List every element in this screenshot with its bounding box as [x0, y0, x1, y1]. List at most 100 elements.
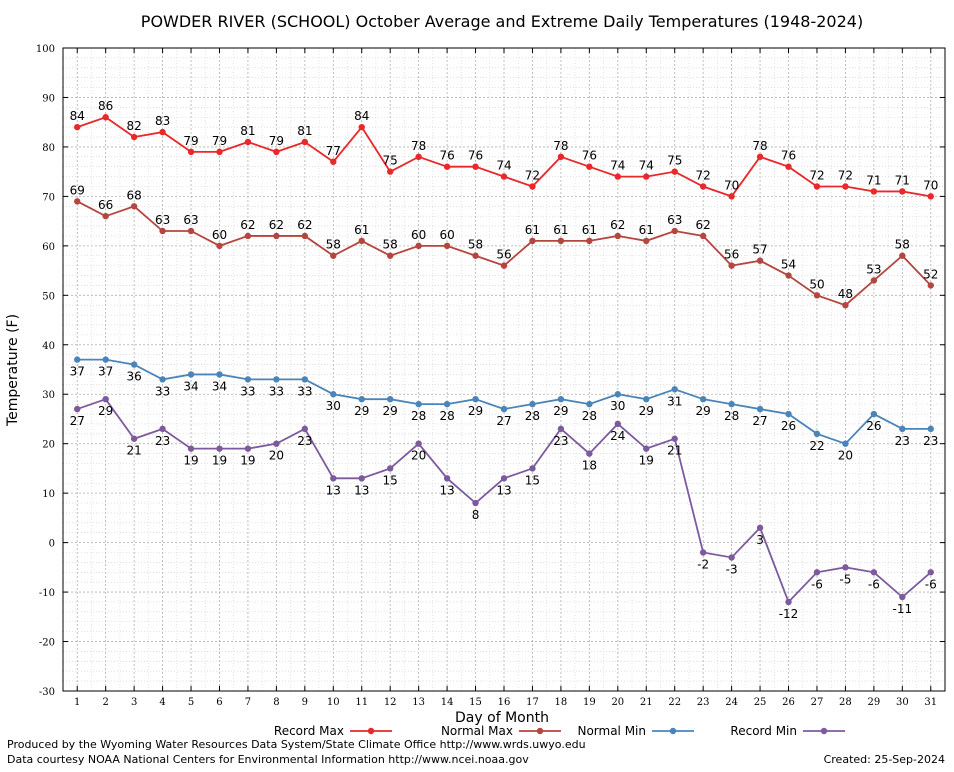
data-label: 62 [610, 218, 625, 232]
data-point [557, 237, 565, 245]
data-point [870, 188, 878, 195]
data-label: 23 [297, 434, 312, 448]
data-label: 63 [183, 213, 198, 227]
data-point [216, 371, 223, 378]
data-point [472, 395, 479, 403]
data-point [102, 356, 109, 363]
data-label: -6 [925, 577, 937, 591]
data-label: -6 [811, 577, 823, 591]
legend-item: Normal Min [577, 724, 694, 738]
data-point [443, 242, 451, 250]
data-label: 31 [667, 394, 682, 408]
data-point [74, 198, 81, 205]
data-label: 33 [297, 384, 312, 398]
y-tick-label: 0 [49, 539, 55, 550]
data-point [728, 193, 735, 200]
data-label: 8 [472, 508, 480, 522]
data-label: 71 [866, 173, 881, 187]
legend-item: Normal Max [441, 724, 561, 738]
data-label: 33 [269, 384, 284, 398]
data-point [643, 173, 650, 180]
data-point [813, 569, 821, 576]
y-tick-label: 10 [42, 489, 55, 500]
series-record-min: 27 29 21 23 19 19 19 20 23 13 13 15 20 13 8 13 15 23 18 24 1… [70, 395, 937, 621]
data-point [443, 400, 451, 408]
data-point [244, 138, 252, 146]
data-point [756, 153, 764, 161]
data-label: 48 [838, 287, 853, 301]
data-label: 82 [126, 119, 141, 133]
data-point [472, 163, 479, 170]
data-label: 84 [354, 109, 369, 123]
data-label: 63 [667, 213, 682, 227]
data-point [187, 227, 195, 235]
data-label: 34 [183, 379, 198, 393]
data-label: 60 [212, 228, 227, 242]
data-point [870, 410, 878, 418]
data-point [842, 440, 849, 447]
data-point [813, 292, 821, 299]
data-point [614, 232, 622, 240]
x-tick-label: 8 [273, 697, 279, 708]
data-point [756, 524, 764, 531]
data-label: 62 [240, 218, 255, 232]
data-point [386, 395, 394, 403]
x-tick-label: 10 [327, 697, 340, 708]
data-label: 24 [610, 429, 625, 443]
data-point [216, 148, 223, 156]
legend-label: Normal Max [441, 724, 513, 738]
y-tick-label: 40 [42, 341, 55, 352]
data-point [244, 445, 252, 452]
x-tick-label: 5 [188, 697, 194, 708]
data-label: 26 [866, 419, 881, 433]
data-label: 20 [411, 449, 426, 463]
data-label: 27 [496, 414, 511, 428]
data-point [785, 598, 792, 606]
x-tick-label: 26 [782, 697, 795, 708]
y-tick-label: 50 [42, 291, 55, 302]
data-label: 13 [496, 483, 511, 497]
legend-item: Record Max [274, 724, 392, 738]
data-point [301, 138, 309, 146]
data-label: 21 [126, 444, 141, 458]
data-point [557, 153, 565, 161]
data-point [472, 499, 479, 507]
legend-label: Record Max [274, 724, 344, 738]
data-label: 71 [895, 173, 910, 187]
grid [63, 47, 945, 692]
y-tick-label: -10 [39, 588, 55, 599]
data-point [358, 123, 365, 131]
data-label: 78 [553, 139, 568, 153]
data-point [586, 163, 593, 170]
data-label: 60 [439, 228, 454, 242]
data-label: 29 [696, 404, 711, 418]
y-tick-label: 20 [42, 440, 55, 451]
data-label: 53 [866, 262, 881, 276]
x-tick-label: 9 [302, 697, 308, 708]
x-tick-label: 11 [355, 697, 368, 708]
data-point [842, 564, 849, 571]
y-tick-label: 30 [42, 390, 55, 401]
data-label: 70 [923, 178, 938, 192]
data-point [728, 262, 735, 269]
data-point [813, 430, 821, 437]
data-point [842, 183, 849, 190]
data-label: 37 [98, 365, 113, 379]
data-label: 62 [269, 218, 284, 232]
data-label: -6 [868, 577, 880, 591]
data-label: 70 [724, 178, 739, 192]
data-label: 58 [895, 238, 910, 252]
data-point [870, 277, 878, 284]
data-label: 29 [639, 404, 654, 418]
data-point [130, 133, 138, 141]
data-label: 15 [525, 473, 540, 487]
data-label: 28 [724, 409, 739, 423]
data-point [927, 282, 934, 289]
x-tick-label: 2 [102, 697, 108, 708]
data-label: 23 [155, 434, 170, 448]
data-point [813, 183, 821, 190]
data-label: 52 [923, 267, 938, 281]
data-label: 20 [838, 449, 853, 463]
